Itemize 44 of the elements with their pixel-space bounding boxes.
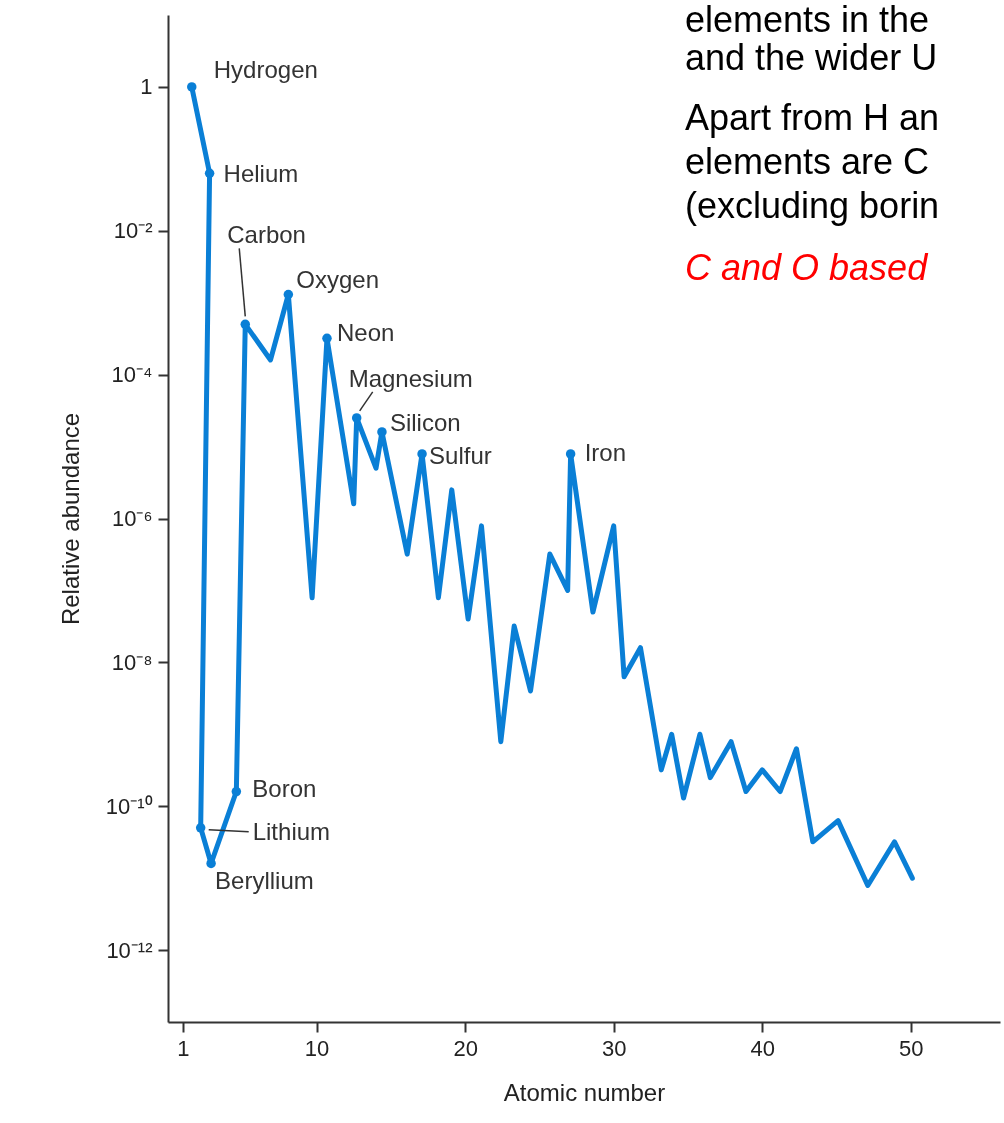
point	[195, 823, 206, 833]
x-tick-label: 1	[177, 1035, 190, 1061]
annotation: Beryllium	[215, 867, 314, 895]
annotation: elements in the	[685, 0, 930, 40]
annotation: Carbon	[227, 221, 306, 249]
x-tick-label: 50	[899, 1035, 924, 1061]
point	[231, 786, 242, 797]
y-tick-label: 10⁻²	[113, 218, 153, 244]
annotation: Magnesium	[348, 364, 473, 392]
annotation: Apart from H an	[685, 97, 940, 138]
annotation: Iron	[584, 438, 626, 466]
y-tick-label: 10⁻⁶	[111, 506, 153, 531]
y-tick-label: 10⁻¹⁰	[105, 793, 153, 819]
annotation: Boron	[252, 774, 317, 802]
x-tick-label: 30	[601, 1035, 627, 1061]
y-tick-label: 10⁻¹²	[106, 937, 153, 963]
point	[322, 333, 332, 344]
annotation: elements are C	[685, 141, 930, 182]
annotation: Lithium	[252, 817, 331, 845]
y-tick-label: 10⁻⁴	[111, 362, 153, 388]
point	[204, 168, 215, 179]
y-axis-title: Relative abundance	[56, 412, 84, 626]
annotation: C and O based	[685, 247, 928, 288]
point	[565, 449, 576, 459]
x-tick-label: 40	[750, 1035, 776, 1061]
annotation: Helium	[223, 160, 299, 188]
annotation: Neon	[336, 319, 395, 347]
annotation: (excluding borin	[685, 185, 940, 226]
x-tick-label: 20	[453, 1035, 478, 1061]
annotation: and the wider U	[685, 37, 938, 78]
annotation: Sulfur	[429, 441, 492, 469]
annotation: Silicon	[389, 408, 461, 436]
point	[283, 289, 294, 300]
point	[240, 319, 250, 330]
annotation: Hydrogen	[213, 55, 318, 83]
point	[187, 82, 197, 92]
annotation: Oxygen	[296, 265, 380, 293]
y-tick-label: 10⁻⁸	[111, 649, 153, 675]
point	[351, 413, 362, 423]
x-axis-title: Atomic number	[503, 1078, 666, 1106]
point	[377, 427, 387, 437]
y-tick-label: 1	[140, 74, 153, 100]
x-tick-label: 10	[304, 1035, 330, 1061]
point	[417, 449, 427, 459]
